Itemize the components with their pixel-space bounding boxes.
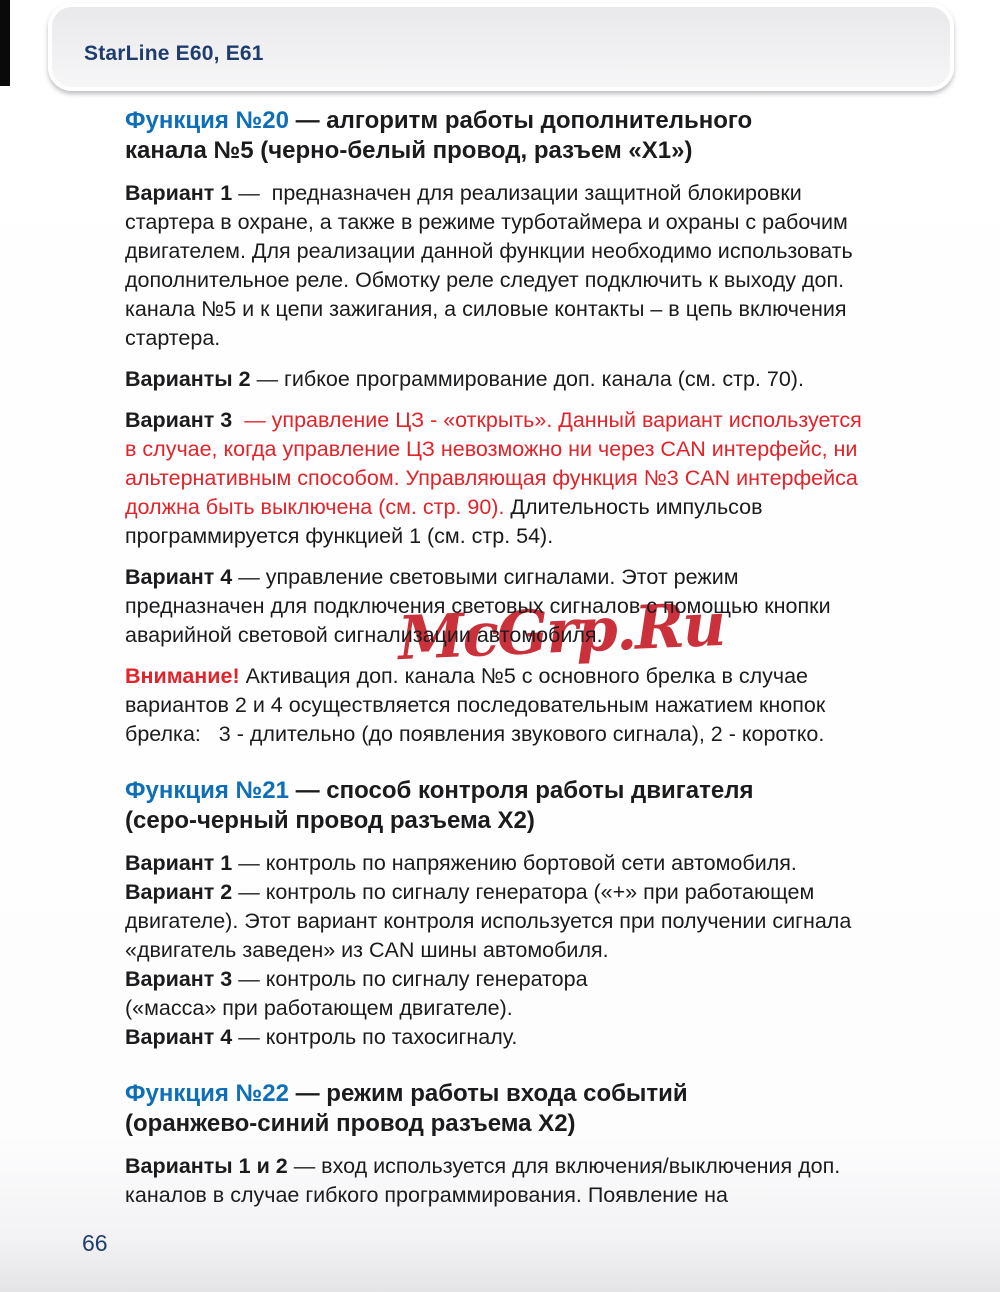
variant-label: Вариант 1 [125,851,233,875]
page-header-card: StarLine E60, E61 [48,3,954,91]
variant-text: — контроль по сигналу генератора («+» пр… [125,880,858,962]
section-heading: Функция №20 — алгоритм работы дополнител… [125,106,873,166]
variant-label: Вариант 2 [125,880,233,904]
variant-text: — контроль по сигналу генератора («масса… [125,967,588,1020]
variant-text: — контроль по тахосигналу. [232,1025,518,1049]
variant-label: Вариант 3 [125,967,233,991]
variant-warning-text: — управление ЦЗ - «открыть». Данный вари… [125,408,868,519]
attention-label: Внимание! [125,664,240,688]
paragraph-variant-1: Вариант 1 — предназначен для реализации … [125,179,873,353]
variant-label: Вариант 3 [125,408,233,432]
paragraph-variant-2: Варианты 2 — гибкое программирование доп… [125,365,873,394]
paragraph-variant-3: Вариант 3 — контроль по сигналу генерато… [125,965,873,1023]
paragraph-variant-4: Вариант 4 — контроль по тахосигналу. [125,1023,873,1052]
function-title: — способ контроля работы двигателя (серо… [125,777,754,834]
section-function-22: Функция №22 — режим работы входа событий… [125,1079,873,1210]
variant-label: Варианты 1 и 2 [125,1154,288,1178]
attention-text: Активация доп. канала №5 с основного бре… [125,664,832,746]
scan-artifact-mark [0,0,10,86]
function-title: — режим работы входа событий (оранжево-с… [125,1080,688,1137]
section-heading: Функция №22 — режим работы входа событий… [125,1079,873,1139]
function-number: Функция №22 [125,1080,289,1107]
page-content: Функция №20 — алгоритм работы дополнител… [125,106,873,1210]
variant-text: — гибкое программирование доп. канала (с… [250,367,804,391]
section-function-21: Функция №21 — способ контроля работы дви… [125,776,873,1052]
paragraph-variant-4: Вариант 4 — управление световыми сигнала… [125,563,873,650]
variant-label: Вариант 1 [125,181,233,205]
variant-text: — вход используется для включения/выключ… [125,1154,847,1207]
variant-label: Вариант 4 [125,1025,233,1049]
page-number: 66 [82,1230,108,1256]
paragraph-variants-1-2: Варианты 1 и 2 — вход используется для в… [125,1152,873,1210]
function-number: Функция №20 [125,107,289,134]
variant-text: — контроль по напряжению бортовой сети а… [232,851,797,875]
variant-label: Вариант 4 [125,565,233,589]
variant-text: — предназначен для реализации защитной б… [125,181,859,350]
device-model-title: StarLine E60, E61 [84,42,264,65]
variant-label: Варианты 2 [125,367,251,391]
paragraph-attention: Внимание! Активация доп. канала №5 с осн… [125,662,873,749]
function-title: — алгоритм работы дополнительного канала… [125,107,753,164]
variant-text: Длительность импульсов программируется ф… [125,495,769,548]
paragraph-variant-3: Вариант 3 — управление ЦЗ - «открыть». Д… [125,406,873,551]
paragraph-variant-1: Вариант 1 — контроль по напряжению борто… [125,849,873,878]
paragraph-variant-2: Вариант 2 — контроль по сигналу генерато… [125,878,873,965]
section-heading: Функция №21 — способ контроля работы дви… [125,776,873,836]
function-number: Функция №21 [125,777,289,804]
section-function-20: Функция №20 — алгоритм работы дополнител… [125,106,873,749]
variant-text: — управление световыми сигналами. Этот р… [125,565,837,647]
